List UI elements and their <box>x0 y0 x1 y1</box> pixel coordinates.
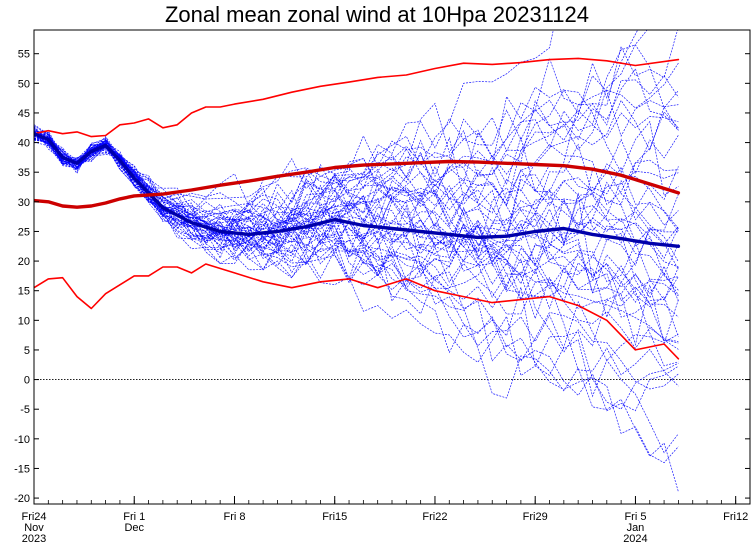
ensemble-member-line <box>34 130 679 283</box>
ensemble-member-line <box>34 30 678 237</box>
y-tick-label: 0 <box>24 375 30 387</box>
ensemble-member-line <box>34 141 679 319</box>
ensemble-member-line <box>34 133 679 242</box>
x-tick-label: Fri29 <box>523 511 548 523</box>
x-tick-label: Fri24 <box>21 511 46 523</box>
y-tick-label: 50 <box>18 78 30 90</box>
y-tick-label: -10 <box>14 434 30 446</box>
ensemble-members <box>34 30 679 492</box>
x-tick-label: Fri15 <box>322 511 347 523</box>
ensemble-member-line <box>34 129 679 283</box>
forecast-mean-line <box>34 131 681 249</box>
ensemble-member-line <box>34 135 679 245</box>
y-tick-label: 55 <box>18 49 30 61</box>
x-tick-label: Fri 5 <box>624 511 646 523</box>
ensemble-member-line <box>34 99 679 214</box>
y-tick-label: 45 <box>18 108 30 120</box>
climatology-max-line <box>34 57 680 138</box>
ensemble-member-line <box>34 130 679 353</box>
y-tick-label: 10 <box>18 315 30 327</box>
ensemble-member-line <box>34 30 554 225</box>
y-tick-label: 25 <box>18 226 30 238</box>
x-tick-label: Nov <box>24 522 44 534</box>
y-tick-label: 5 <box>24 345 30 357</box>
y-tick-label: 20 <box>18 256 30 268</box>
ensemble-member-line <box>34 133 679 301</box>
ensemble-member-line <box>34 135 679 285</box>
ensemble-member-line <box>34 136 679 492</box>
y-tick-label: 30 <box>18 197 30 209</box>
ensemble-member-line <box>34 133 679 464</box>
ensemble-member-line <box>34 127 679 250</box>
ensemble-member-line <box>34 131 679 454</box>
x-tick-label: Fri22 <box>422 511 447 523</box>
x-tick-label: 2023 <box>22 533 46 545</box>
ensemble-member-line <box>34 138 679 255</box>
ensemble-member-line <box>34 30 648 243</box>
y-tick-label: 40 <box>18 138 30 150</box>
ensemble-member-line <box>34 137 679 318</box>
x-tick-label: Fri 8 <box>223 511 245 523</box>
y-tick-label: 35 <box>18 167 30 179</box>
x-tick-label: 2024 <box>623 533 647 545</box>
y-axis: -20 -15 -10 -5 0 5 10 15 20 25 30 35 40 45 50 55 <box>14 49 750 505</box>
ensemble-member-line <box>34 44 679 223</box>
x-tick-label: Fri12 <box>723 511 748 523</box>
y-tick-label: 15 <box>18 286 30 298</box>
climatology-mean-line <box>34 159 681 209</box>
ensemble-member-line <box>34 126 679 350</box>
ensemble-member-line <box>34 136 679 245</box>
y-tick-label: -20 <box>14 493 30 505</box>
ensemble-member-line <box>34 131 679 387</box>
x-tick-label: Jan <box>627 522 645 534</box>
plot-frame <box>33 29 751 505</box>
ensemble-member-line <box>34 135 679 377</box>
ensemble-member-line <box>34 135 679 367</box>
ensemble-member-line <box>34 138 679 287</box>
y-tick-label: -5 <box>20 404 30 416</box>
summary-series <box>34 57 681 360</box>
ensemble-member-line <box>34 127 679 291</box>
climatology-min-line <box>34 263 680 360</box>
y-tick-label: -15 <box>14 463 30 475</box>
ensemble-member-line <box>34 68 679 240</box>
x-tick-label: Dec <box>124 522 144 534</box>
ensemble-member-line <box>34 132 679 315</box>
chart-title: Zonal mean zonal wind at 10Hpa 20231124 <box>164 2 589 27</box>
x-tick-label: Fri 1 <box>123 511 145 523</box>
ensemble-member-line <box>34 133 679 281</box>
